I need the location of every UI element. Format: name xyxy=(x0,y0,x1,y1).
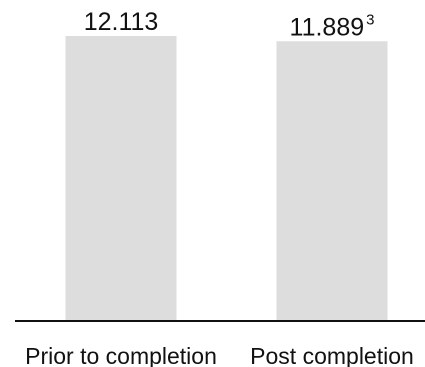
x-tick-label-0: Prior to completion xyxy=(25,343,217,367)
value-labels-group: 12.113 11.889 3 xyxy=(84,8,375,41)
x-tick-labels-group: Prior to completion Post completion xyxy=(25,343,414,367)
bar-1 xyxy=(276,41,388,320)
footnote-marker-1: 3 xyxy=(366,11,374,28)
bars-group xyxy=(65,36,388,320)
value-label-0: 12.113 xyxy=(84,8,159,36)
value-label-1: 11.889 3 xyxy=(290,11,375,41)
bar-0 xyxy=(65,36,177,320)
x-tick-label-1: Post completion xyxy=(250,343,414,367)
